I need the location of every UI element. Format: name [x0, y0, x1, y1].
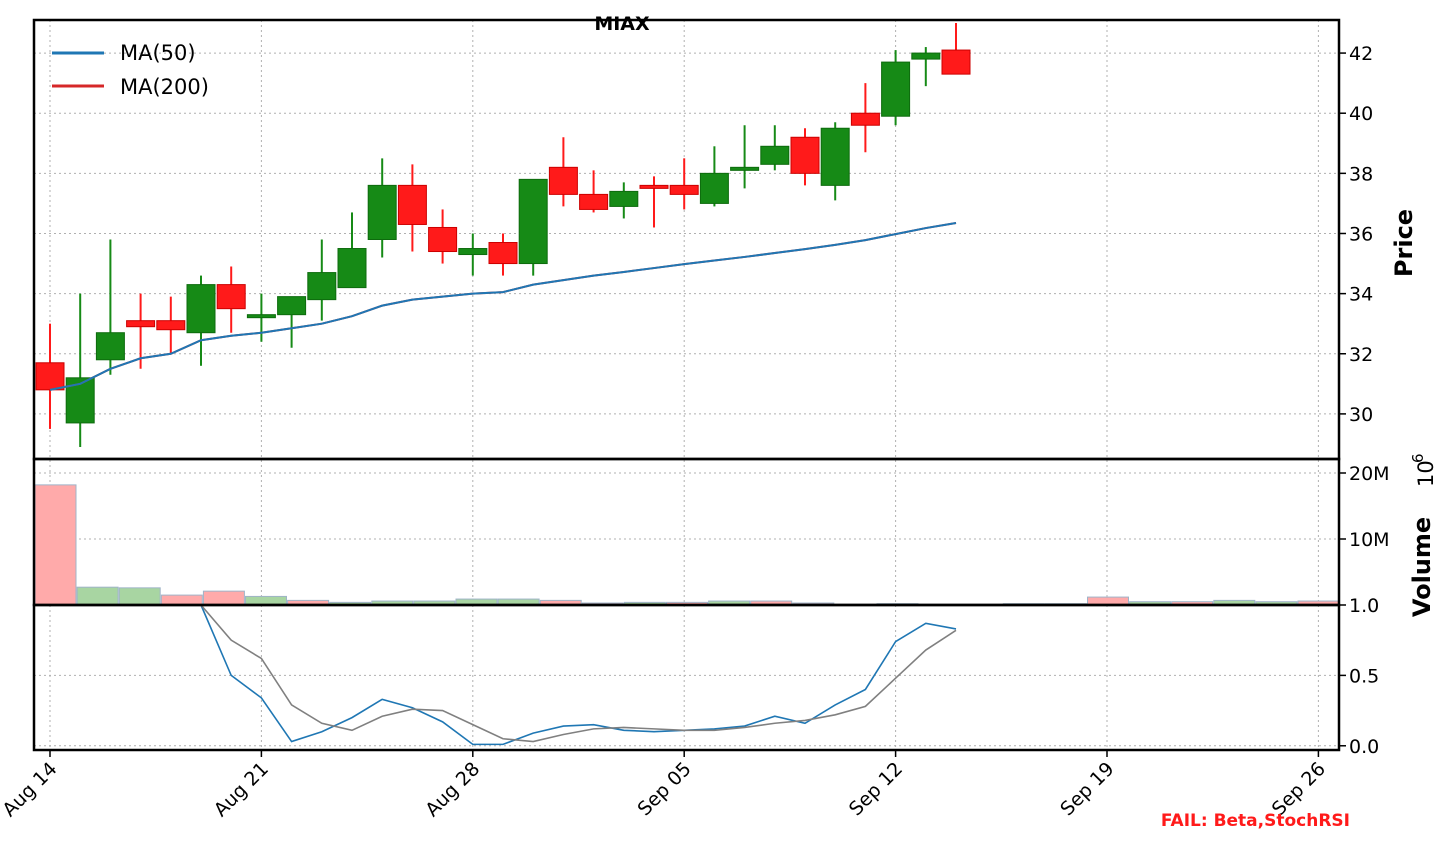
- price-y-tick-label: 32: [1349, 344, 1373, 366]
- candle-body: [488, 242, 518, 265]
- candle-body: [428, 226, 458, 253]
- candle-body: [820, 127, 850, 186]
- candle-body: [337, 248, 367, 289]
- x-tick-label: Aug 14: [0, 758, 62, 821]
- candle-body: [518, 178, 548, 265]
- candle-body: [156, 320, 186, 331]
- stochrsi-k-line: [200, 604, 957, 746]
- price-y-tick-label: 36: [1349, 223, 1373, 245]
- x-tick-label: Sep 12: [845, 758, 907, 820]
- candle-body: [881, 61, 911, 117]
- price-y-tick-label: 40: [1349, 103, 1373, 125]
- x-tick-label: Aug 21: [210, 758, 273, 821]
- candle-body: [186, 284, 216, 334]
- candle-body: [548, 166, 578, 195]
- volume-panel-frame: [32, 457, 1341, 607]
- chart-title: MIAX: [594, 13, 650, 35]
- candle-body: [790, 136, 820, 174]
- x-tick-label: Sep 05: [633, 758, 695, 820]
- x-tick-label: Aug 28: [421, 758, 484, 821]
- candle-body: [639, 184, 669, 189]
- candle-body: [730, 166, 760, 171]
- candle-body: [699, 172, 729, 204]
- volume-bar: [118, 587, 161, 606]
- candle-body: [246, 314, 276, 319]
- candle-body: [760, 145, 790, 165]
- stochrsi-d-line: [200, 604, 957, 743]
- price-y-tick-label: 38: [1349, 163, 1373, 185]
- volume-axis-title: Volume: [1408, 517, 1436, 617]
- stochrsi-y-tick-label: 0.0: [1349, 736, 1379, 758]
- price-y-tick-label: 30: [1349, 404, 1373, 426]
- plot-layer: [34, 23, 1340, 746]
- stochrsi-panel-frame: [32, 603, 1341, 752]
- candle-body: [367, 184, 397, 240]
- legend: MA(50) MA(200): [52, 41, 209, 99]
- candle-body: [95, 332, 125, 361]
- price-y-tick-label: 42: [1349, 43, 1373, 65]
- ma50-line: [49, 221, 957, 391]
- x-tick-label: Sep 19: [1056, 758, 1118, 820]
- candle-body: [609, 190, 639, 207]
- candle-body: [277, 296, 307, 316]
- stochrsi-y-tick-label: 0.5: [1349, 665, 1379, 687]
- volume-bar: [202, 590, 245, 606]
- price-panel-frame: [32, 18, 1341, 461]
- legend-ma200-label: MA(200): [120, 75, 209, 99]
- fail-status-text: FAIL: Beta,StochRSI: [1161, 811, 1350, 831]
- volume-bar: [76, 586, 119, 606]
- candle-body: [216, 284, 246, 310]
- stochrsi-y-tick-label: 1.0: [1349, 595, 1379, 617]
- candle-body: [850, 112, 880, 126]
- candle-body: [35, 362, 65, 391]
- candle-body: [911, 52, 941, 60]
- price-y-tick-label: 34: [1349, 284, 1373, 306]
- volume-multiplier-power: 6: [1409, 453, 1427, 463]
- volume-bar: [34, 484, 77, 606]
- price-axis-title: Price: [1390, 209, 1418, 277]
- volume-multiplier-base: 10: [1414, 460, 1438, 487]
- candle-body: [307, 272, 337, 301]
- volume-bar: [160, 594, 203, 606]
- candle-body: [397, 184, 427, 225]
- candle-body: [458, 248, 488, 256]
- volume-multiplier: 10 6: [1409, 453, 1438, 487]
- grid-layer: [34, 20, 1339, 750]
- candle-body: [126, 320, 156, 328]
- volume-y-tick-label: 10M: [1349, 529, 1390, 551]
- candle-body: [941, 49, 971, 75]
- axis-layer: Aug 14 Aug 21 Aug 28 Sep 05 Sep 12 Sep 19 Sep …: [0, 43, 1390, 821]
- candle-body: [579, 193, 609, 210]
- volume-y-tick-label: 20M: [1349, 463, 1390, 485]
- volume-bar: [245, 595, 287, 606]
- legend-ma50-label: MA(50): [120, 41, 196, 65]
- candle-body: [669, 184, 699, 195]
